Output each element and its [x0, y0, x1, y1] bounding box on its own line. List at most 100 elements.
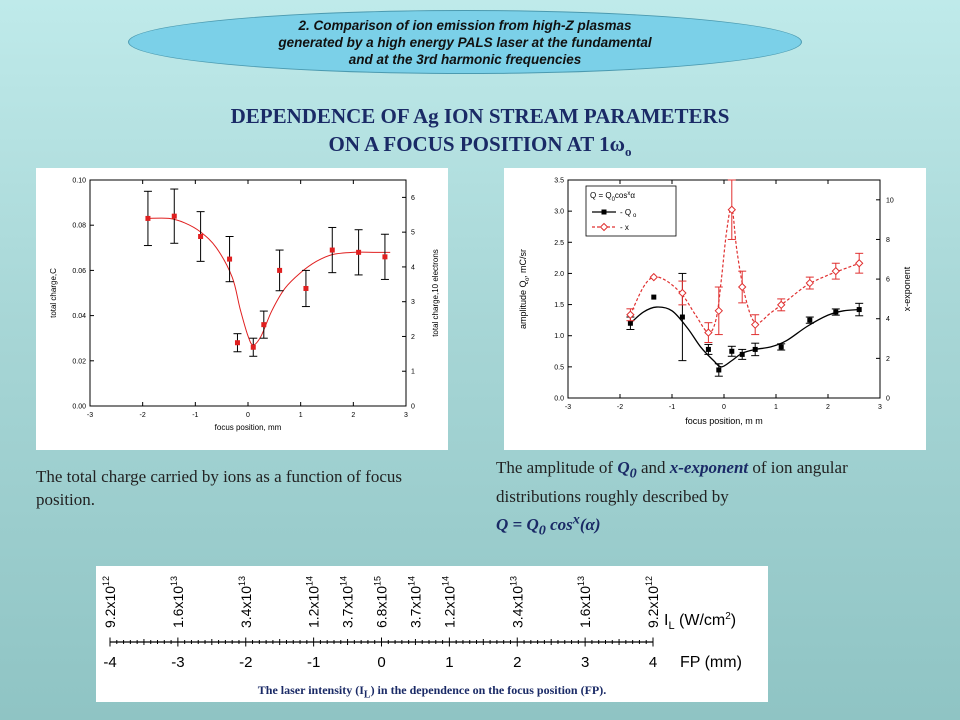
intensity-label-mantissa: 6.8x10	[374, 586, 390, 628]
data-point-x	[727, 205, 737, 214]
intensity-label: 9.2x1012	[644, 576, 661, 628]
data-point-x	[776, 300, 786, 310]
data-point	[250, 344, 256, 350]
y2-tick-label: 2	[886, 356, 890, 363]
data-point-x	[714, 306, 724, 316]
data-point	[227, 256, 233, 262]
caption-right-formula-sub: 0	[538, 522, 546, 539]
main-title-line-1: DEPENDENCE OF Ag ION STREAM PARAMETERS	[230, 104, 730, 128]
intensity-label: 6.8x1015	[373, 576, 390, 628]
legend-formula-part: Q = Q	[590, 191, 612, 200]
intensity-label-mantissa: 3.4x10	[238, 586, 254, 628]
intensity-label-exponent: 13	[169, 576, 179, 586]
y-tick-label: 2.5	[554, 240, 564, 247]
y-tick-label: 2.0	[554, 271, 564, 278]
data-point-x	[831, 266, 841, 276]
intensity-scale-caption: The laser intensity (IL) in the dependen…	[100, 683, 764, 700]
intensity-label-mantissa: 9.2x10	[102, 586, 118, 628]
data-point	[277, 267, 283, 273]
fit-curve	[147, 217, 391, 346]
caption-right-formula-q: Q = Q	[496, 515, 539, 535]
y2-tick-label: 6	[886, 277, 890, 284]
x-tick-label: 2	[351, 412, 355, 419]
y-tick-label: 3.5	[554, 178, 564, 185]
data-point-q	[856, 307, 862, 313]
y-tick-label: 0.04	[72, 313, 86, 320]
fp-unit-label: FP (mm)	[680, 654, 742, 671]
scale-caption-sub: L	[363, 689, 371, 701]
header-line-3: and at the 3rd harmonic frequencies	[348, 51, 582, 67]
data-point	[261, 322, 267, 328]
intensity-label-exponent: 14	[440, 576, 450, 586]
data-point-q	[752, 346, 758, 352]
intensity-scale-panel: -4 -3 -2 -1 0 1 2 3 4 9.2x1012 1.6x1013 3.4x1013 1.2…	[96, 566, 768, 702]
intensity-label-exponent: 14	[339, 576, 349, 586]
caption-right-q-sub: 0	[629, 465, 637, 482]
data-point-q	[729, 348, 735, 354]
x-axis-label: focus position, mm	[215, 423, 282, 432]
caption-right-part3: of ion angular distributions roughly des…	[496, 458, 848, 507]
plot-frame	[89, 179, 407, 407]
data-point-x	[649, 272, 659, 282]
y2-axis-label: total charge,10 electrons	[431, 249, 440, 337]
intensity-label-mantissa: 1.2x10	[306, 586, 322, 628]
intensity-unit-part: )	[731, 612, 736, 629]
legend-formula: Q = Q0cosxα	[590, 191, 635, 203]
intensity-label-exponent: 14	[305, 576, 315, 586]
legend-label-q-sub: o	[633, 213, 637, 219]
caption-right-xexp: x-exponent	[669, 458, 749, 477]
scale-caption-text: The laser intensity (I	[257, 683, 364, 697]
intensity-label-exponent: 12	[644, 576, 654, 586]
scale-caption-end: ) in the dependence on the focus positio…	[370, 683, 607, 697]
caption-right-q: Q	[617, 458, 630, 477]
y-tick-label: 0.0	[554, 396, 564, 403]
y-tick-label: 0.5	[554, 364, 564, 371]
scale-tick-label: 4	[649, 654, 657, 671]
data-point-x	[737, 282, 747, 292]
data-point-x	[678, 288, 687, 298]
data-point-q	[833, 309, 839, 315]
intensity-label-mantissa: 1.6x10	[577, 586, 593, 628]
y2-tick-label: 0	[886, 396, 890, 403]
x-tick-label: -1	[669, 404, 675, 411]
intensity-label-exponent: 13	[576, 576, 586, 586]
y-tick-label: 0.02	[72, 358, 86, 365]
y2-axis-label: x-exponent	[902, 266, 912, 311]
caption-right-formula-sup: x	[572, 511, 580, 528]
y-tick-label: 1.5	[554, 302, 564, 309]
intensity-unit-part: 2	[725, 611, 731, 622]
x-tick-label: -3	[565, 404, 571, 411]
y2-tick-label: 0	[411, 404, 415, 411]
y2-tick-label: 1	[411, 369, 415, 376]
data-point-q	[679, 314, 685, 320]
x-tick-label: 0	[722, 404, 726, 411]
y2-tick-label: 10	[886, 197, 894, 204]
data-point-q	[705, 346, 711, 352]
y-axis-label-sub: o	[525, 277, 531, 281]
data-point	[198, 234, 204, 239]
intensity-unit-label: IL (W/cm2)	[664, 611, 736, 632]
intensity-label-mantissa: 9.2x10	[645, 586, 661, 628]
data-point-q	[627, 320, 633, 326]
intensity-label-mantissa: 3.7x10	[340, 586, 356, 628]
x-tick-label: 2	[826, 404, 830, 411]
x-tick-label: -3	[87, 412, 93, 419]
intensity-label-exponent: 13	[508, 576, 518, 586]
chart-amplitude: -3 -2 -1 0 1 2 3 0.0 0.5 1.0 1.5 2.0 2.5 3.0 3.5 0 2 4 6 8 1…	[518, 178, 912, 427]
y2-tick-label: 2	[411, 334, 415, 341]
intensity-label-mantissa: 1.6x10	[170, 586, 186, 628]
y-tick-label: 0.00	[72, 404, 86, 411]
y-axis-label: amplitude Q , mC/sr	[518, 249, 528, 329]
data-point-x	[750, 320, 760, 329]
intensity-label: 1.2x1014	[305, 576, 322, 628]
intensity-unit-part: L	[668, 620, 674, 632]
x-tick-label: 0	[246, 412, 250, 419]
intensity-label-exponent: 12	[101, 576, 111, 586]
scale-tick-label: 2	[513, 654, 521, 671]
data-point	[145, 215, 151, 221]
intensity-label: 1.6x1013	[576, 576, 593, 628]
caption-right-part1: The amplitude of	[496, 458, 618, 477]
intensity-label: 1.6x1013	[169, 576, 186, 628]
y2-tick-label: 4	[411, 264, 415, 271]
fit-curve-x	[629, 206, 860, 334]
